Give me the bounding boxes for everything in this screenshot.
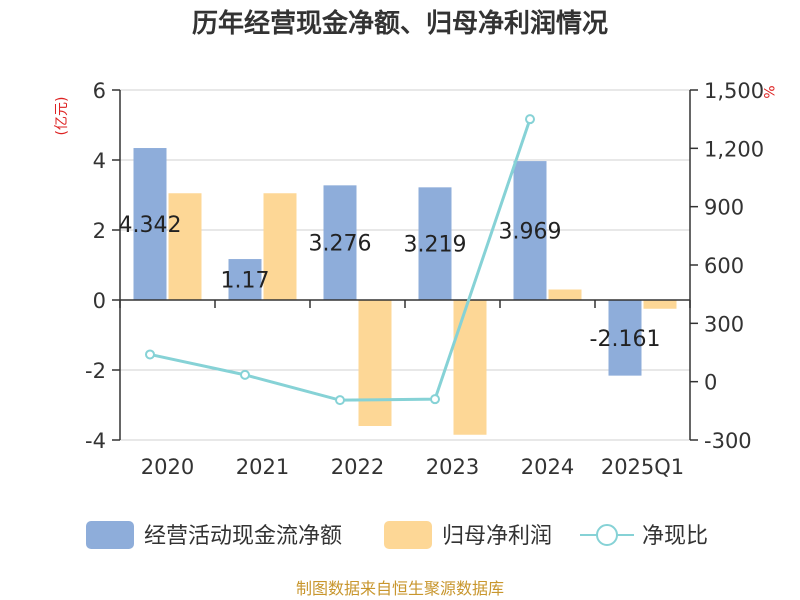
legend-label-net-profit: 归母净利润: [442, 524, 552, 549]
bar-net-profit: [548, 289, 582, 300]
ratio-line-point: [430, 394, 440, 405]
ratio-line-point: [335, 395, 345, 406]
gridlines: [120, 89, 690, 441]
x-tick-label: 2023: [426, 455, 479, 479]
bar-cashflow: [418, 187, 452, 300]
x-tick-label: 2025Q1: [601, 455, 684, 479]
bar-cashflow: [228, 259, 262, 300]
legend-swatch-cashflow: [86, 521, 134, 549]
chart-title: 历年经营现金净额、归母净利润情况: [192, 8, 608, 39]
ratio-line-point: [525, 114, 535, 125]
y-left-tick-label: 0: [93, 289, 106, 313]
y-right-tick-label: 1,200: [704, 137, 764, 161]
bar-data-label: 4.342: [119, 213, 182, 238]
bar-data-label: 3.219: [404, 233, 467, 258]
y-right-unit: %: [760, 85, 776, 98]
ratio-line-point: [145, 349, 155, 360]
y-right-tick-label: 0: [704, 371, 717, 395]
data-labels: 4.342 1.17 3.276 3.219 3.969 -2.161: [119, 213, 661, 352]
y-right-tick-label: 900: [704, 196, 744, 220]
y-left-tick-label: -4: [85, 429, 106, 453]
axes: 6 4 2 0 -2 -4 1,500 1,200 900 600 300 0 -300 (亿元)% 202…: [54, 79, 776, 479]
bar-net-profit: [643, 300, 677, 309]
ratio-line: [145, 114, 535, 406]
legend-label-cashflow: 经营活动现金流净额: [144, 524, 342, 549]
y-right-tick-label: 1,500: [704, 79, 764, 103]
bars: [133, 148, 677, 435]
x-tick-label: 2024: [521, 455, 574, 479]
bar-cashflow: [608, 300, 642, 376]
bar-cashflow: [323, 185, 357, 300]
y-left-tick-label: -2: [85, 359, 106, 383]
y-left-tick-label: 2: [93, 219, 106, 243]
y-left-unit: (亿元): [54, 97, 70, 136]
bar-net-profit: [358, 300, 392, 426]
y-right-tick-label: 300: [704, 312, 744, 336]
bar-cashflow: [133, 148, 167, 300]
bar-data-label: 1.17: [221, 269, 270, 294]
bar-data-label: 3.969: [499, 220, 562, 245]
y-right-tick-label: -300: [704, 429, 752, 453]
source-note: 制图数据来自恒生聚源数据库: [296, 579, 504, 598]
legend-label-ratio: 净现比: [642, 524, 708, 549]
x-tick-label: 2020: [141, 455, 194, 479]
y-left-tick-label: 6: [93, 79, 106, 103]
bar-data-label: -2.161: [590, 327, 661, 352]
ratio-line-point: [240, 369, 250, 380]
x-tick-label: 2022: [331, 455, 384, 479]
legend: 经营活动现金流净额 归母净利润 净现比: [86, 521, 708, 549]
bar-net-profit: [263, 193, 297, 300]
bar-data-label: 3.276: [309, 232, 372, 257]
y-right-tick-label: 600: [704, 254, 744, 278]
legend-swatch-net-profit: [384, 521, 432, 549]
x-tick-label: 2021: [236, 455, 289, 479]
y-left-tick-label: 4: [93, 149, 106, 173]
bar-cashflow: [513, 161, 547, 300]
bar-net-profit: [168, 193, 202, 300]
bar-net-profit: [453, 300, 487, 435]
legend-swatch-ratio-marker: [596, 524, 618, 546]
